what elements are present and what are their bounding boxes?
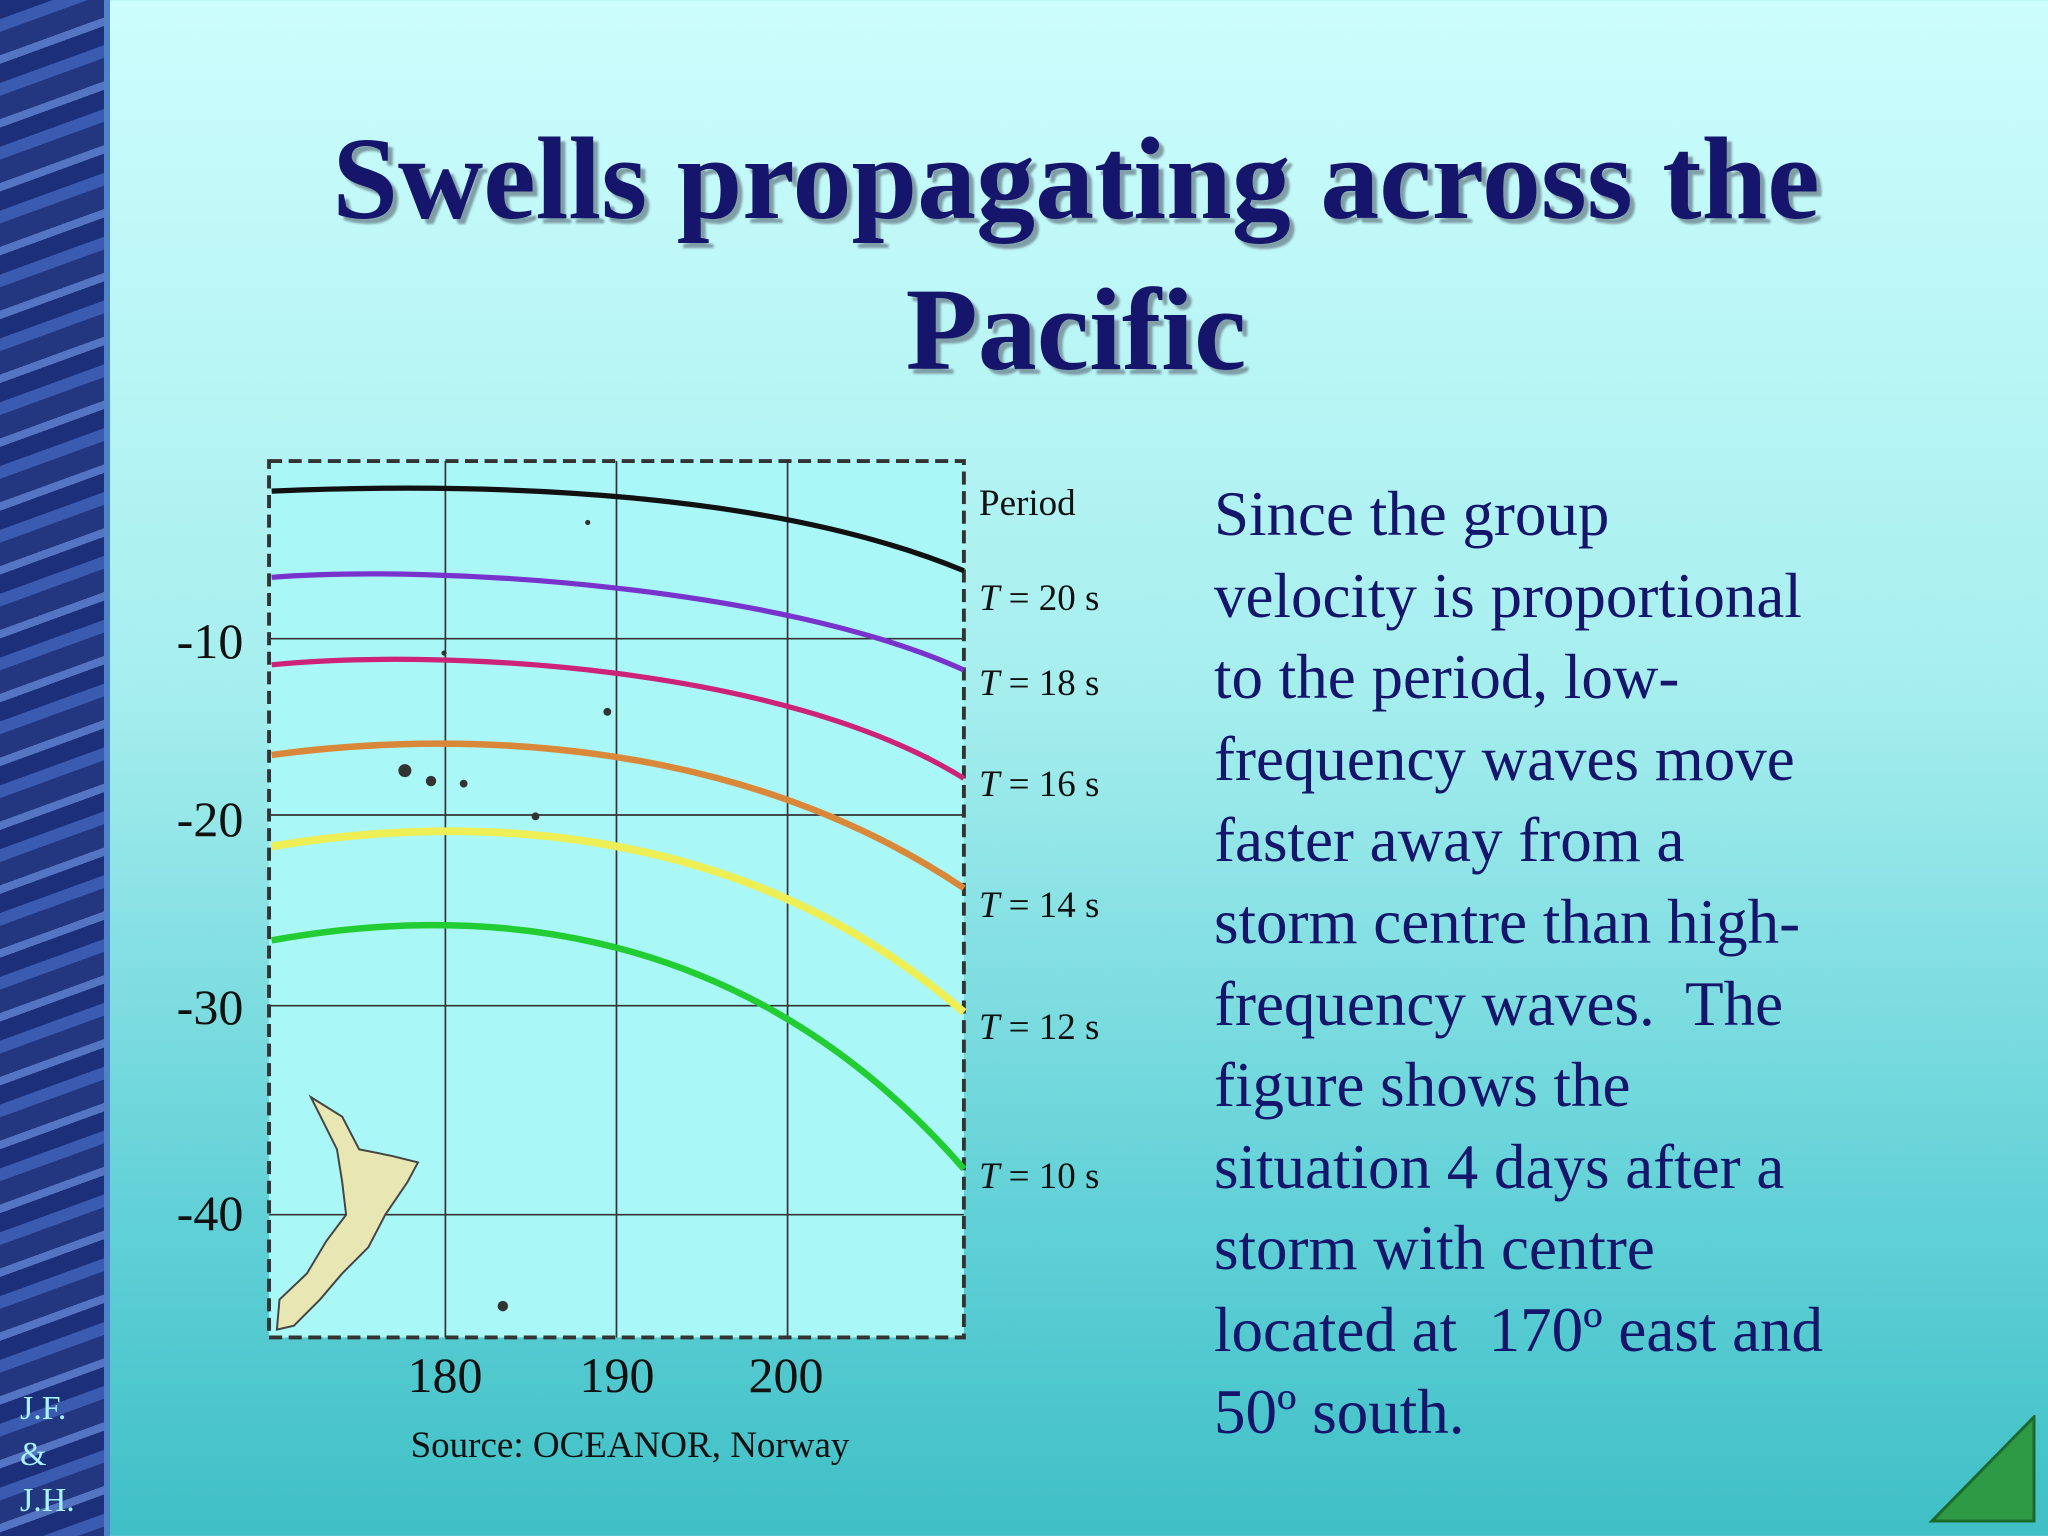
period-symbol: T xyxy=(979,1007,1000,1048)
y-label: -30 xyxy=(176,979,244,1035)
new-zealand xyxy=(275,1094,420,1331)
source: Source: OCEANOR, Norway xyxy=(410,1425,850,1466)
x-label: 190 xyxy=(579,1347,655,1403)
body-line: to the period, low- xyxy=(1214,642,1680,713)
footer-line: J.H. xyxy=(20,1482,75,1519)
body-line: storm with centre xyxy=(1214,1213,1655,1284)
body-line: 50º south. xyxy=(1214,1376,1465,1447)
legend-title: Period xyxy=(979,483,1076,524)
body-line: frequency waves move xyxy=(1214,723,1795,794)
body-line: located at 170º east and xyxy=(1214,1294,1824,1365)
body-line: faster away from a xyxy=(1214,805,1685,876)
next-button[interactable] xyxy=(1928,1415,2048,1525)
footer-line: J.F. xyxy=(20,1390,67,1427)
period-symbol: T xyxy=(979,885,1000,926)
period-label: T = 14 s xyxy=(979,887,1099,924)
x-label: 200 xyxy=(748,1347,824,1403)
period-value: = 16 s xyxy=(1008,764,1100,805)
body-line: frequency waves. The xyxy=(1214,968,1784,1039)
period-symbol: T xyxy=(979,578,1000,619)
footer-line: & xyxy=(20,1436,47,1473)
footer: J.F. & J.H. xyxy=(20,1386,75,1524)
period-label: T = 12 s xyxy=(979,1009,1099,1046)
title-line: Pacific xyxy=(905,264,1247,395)
period-label: T = 16 s xyxy=(979,766,1099,803)
period-symbol: T xyxy=(979,764,1000,805)
body-text: Since the group velocity is proportional t… xyxy=(1214,474,1823,1453)
period-value: = 18 s xyxy=(1008,663,1100,704)
period-value: = 20 s xyxy=(1008,578,1100,619)
period-label: T = 10 s xyxy=(979,1158,1099,1195)
period-label: T = 20 s xyxy=(979,580,1099,617)
islands xyxy=(398,519,930,1312)
period-value: = 12 s xyxy=(1008,1007,1100,1048)
x-label: 180 xyxy=(407,1347,483,1403)
y-label: -40 xyxy=(176,1185,244,1241)
y-label: -10 xyxy=(176,613,244,669)
y-label: -20 xyxy=(176,791,244,847)
body-line: velocity is proportional xyxy=(1214,560,1802,631)
period-curves xyxy=(271,485,967,1172)
period-symbol: T xyxy=(979,1156,1000,1197)
title-line: Swells propagating across the xyxy=(332,113,1820,244)
period-label: T = 18 s xyxy=(979,665,1099,702)
decor-strip xyxy=(0,0,104,1536)
body-line: storm centre than high- xyxy=(1214,886,1801,957)
period-value: = 10 s xyxy=(1008,1156,1100,1197)
body-line: figure shows the xyxy=(1214,1050,1631,1121)
body-line: Since the group xyxy=(1214,479,1610,549)
period-symbol: T xyxy=(979,663,1000,704)
body-line: situation 4 days after a xyxy=(1214,1131,1785,1202)
period-value: = 14 s xyxy=(1008,885,1100,926)
